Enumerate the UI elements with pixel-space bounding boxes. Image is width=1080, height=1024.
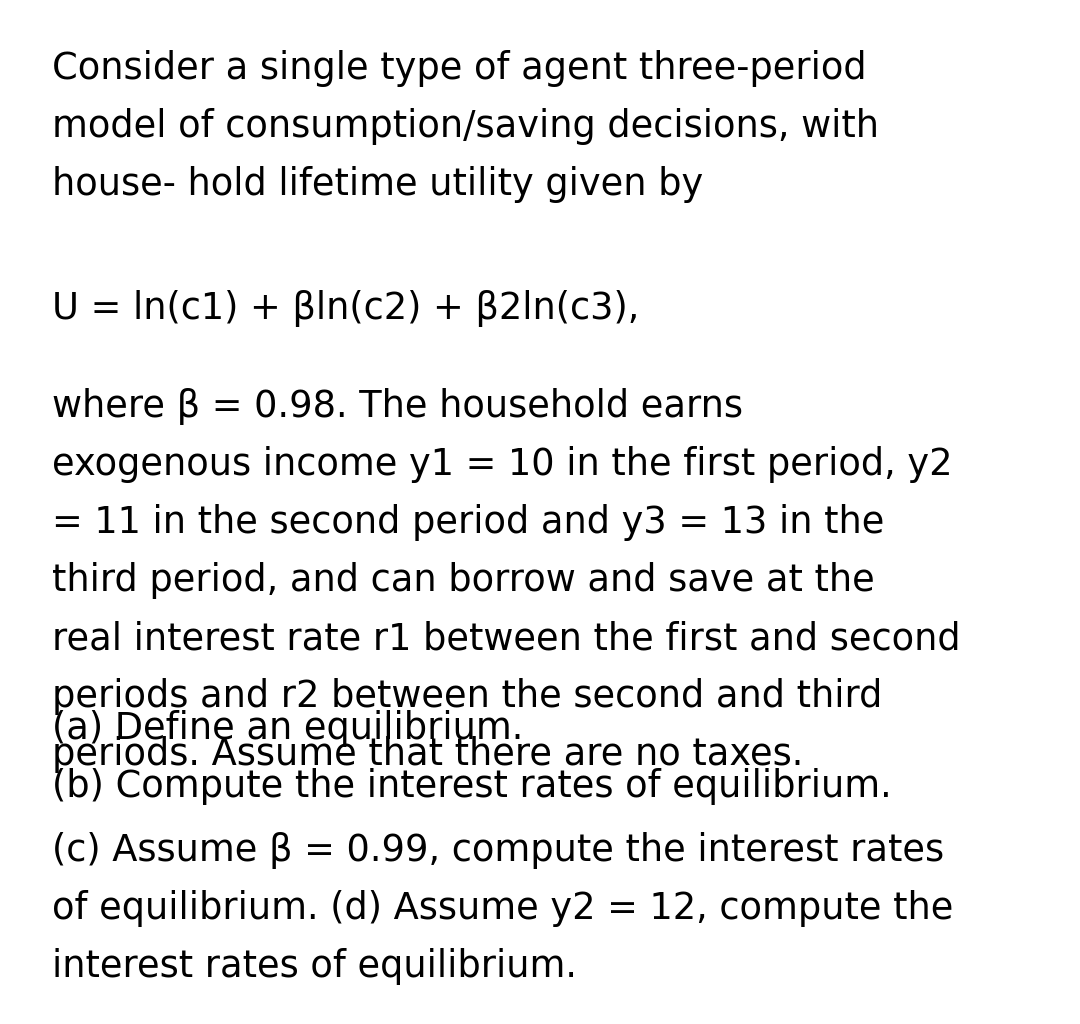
Text: third period, and can borrow and save at the: third period, and can borrow and save at… (52, 562, 875, 599)
Text: periods. Assume that there are no taxes.: periods. Assume that there are no taxes. (52, 736, 804, 773)
Text: = 11 in the second period and y3 = 13 in the: = 11 in the second period and y3 = 13 in… (52, 504, 885, 541)
Text: exogenous income y1 = 10 in the first period, y2: exogenous income y1 = 10 in the first pe… (52, 446, 953, 483)
Text: where β = 0.98. The household earns: where β = 0.98. The household earns (52, 388, 743, 425)
Text: U = ln(c1) + βln(c2) + β2ln(c3),: U = ln(c1) + βln(c2) + β2ln(c3), (52, 290, 639, 327)
Text: of equilibrium. (d) Assume y2 = 12, compute the: of equilibrium. (d) Assume y2 = 12, comp… (52, 890, 954, 927)
Text: real interest rate r1 between the first and second: real interest rate r1 between the first … (52, 620, 960, 657)
Text: (a) Define an equilibrium.: (a) Define an equilibrium. (52, 710, 524, 746)
Text: (c) Assume β = 0.99, compute the interest rates: (c) Assume β = 0.99, compute the interes… (52, 831, 944, 869)
Text: periods and r2 between the second and third: periods and r2 between the second and th… (52, 678, 882, 715)
Text: Consider a single type of agent three-period: Consider a single type of agent three-pe… (52, 50, 866, 87)
Text: (b) Compute the interest rates of equilibrium.: (b) Compute the interest rates of equili… (52, 768, 892, 805)
Text: house- hold lifetime utility given by: house- hold lifetime utility given by (52, 166, 703, 203)
Text: interest rates of equilibrium.: interest rates of equilibrium. (52, 948, 577, 985)
Text: model of consumption/saving decisions, with: model of consumption/saving decisions, w… (52, 108, 879, 145)
